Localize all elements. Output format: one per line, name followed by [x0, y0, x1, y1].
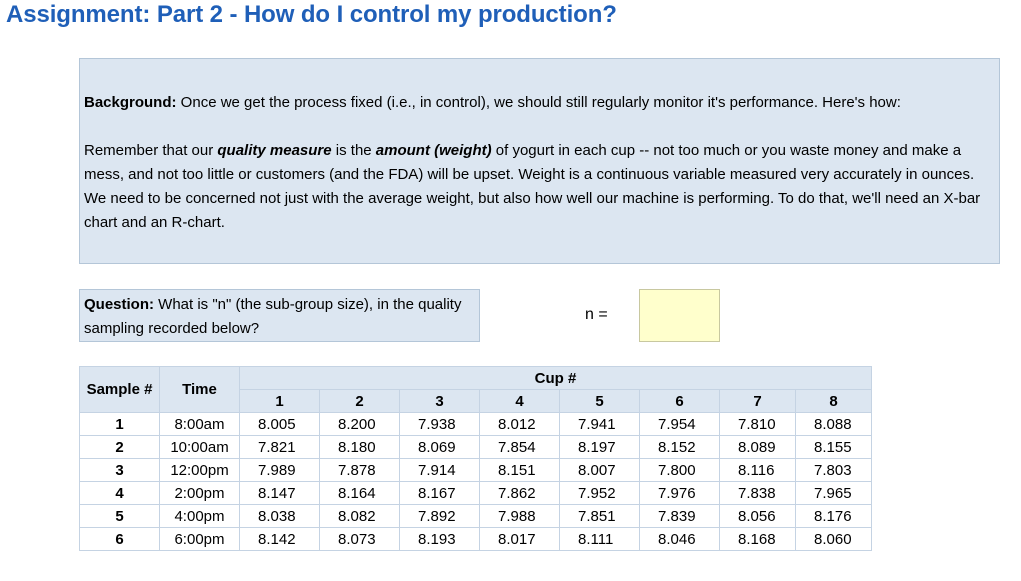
table-row: 1 8:00am 8.005 8.200 7.938 8.012 7.941 7…: [79, 412, 872, 436]
cup-weight: 8.168: [719, 527, 796, 551]
n-label: n =: [585, 306, 608, 323]
cup-number: 2: [319, 389, 400, 413]
cup-weight: 7.878: [319, 458, 400, 482]
sample-time: 2:00pm: [159, 481, 240, 505]
cup-weight: 8.060: [795, 527, 872, 551]
time-header: Time: [159, 366, 240, 413]
sample-time: 8:00am: [159, 412, 240, 436]
cup-weight: 7.976: [639, 481, 720, 505]
cup-weight: 7.839: [639, 504, 720, 528]
page-title: Assignment: Part 2 - How do I control my…: [6, 1, 617, 28]
cup-weight: 8.089: [719, 435, 796, 459]
background-label: Background:: [84, 94, 177, 111]
cup-weight: 8.046: [639, 527, 720, 551]
cup-weight: 8.111: [559, 527, 640, 551]
table-row: 5 4:00pm 8.038 8.082 7.892 7.988 7.851 7…: [79, 504, 872, 528]
cup-weight: 7.810: [719, 412, 796, 436]
cup-weight: 8.056: [719, 504, 796, 528]
cup-weight: 7.892: [399, 504, 480, 528]
sample-number: 6: [79, 527, 160, 551]
cup-weight: 7.803: [795, 458, 872, 482]
sample-time: 4:00pm: [159, 504, 240, 528]
cup-weight: 7.988: [479, 504, 560, 528]
sample-number: 5: [79, 504, 160, 528]
paragraph-text-a: Remember that our: [84, 142, 218, 159]
cup-weight: 7.821: [239, 435, 320, 459]
cup-number: 5: [559, 389, 640, 413]
cup-number: 7: [719, 389, 796, 413]
question-text: What is "n" (the sub-group size), in the…: [84, 296, 462, 337]
cup-weight: 8.176: [795, 504, 872, 528]
cup-weight: 8.197: [559, 435, 640, 459]
cup-number: 3: [399, 389, 480, 413]
cup-weight: 8.200: [319, 412, 400, 436]
cup-number: 1: [239, 389, 320, 413]
cup-number: 6: [639, 389, 720, 413]
background-paragraph: Remember that our quality measure is the…: [84, 139, 996, 235]
sample-number: 3: [79, 458, 160, 482]
n-answer-input[interactable]: [639, 289, 720, 342]
cup-weight: 7.854: [479, 435, 560, 459]
cup-number: 8: [795, 389, 872, 413]
cup-weight: 8.155: [795, 435, 872, 459]
cup-weight: 8.012: [479, 412, 560, 436]
sample-time: 6:00pm: [159, 527, 240, 551]
cup-weight: 8.152: [639, 435, 720, 459]
cup-weight: 8.180: [319, 435, 400, 459]
quality-measure-emphasis: quality measure: [217, 142, 332, 159]
table-row: 3 12:00pm 7.989 7.878 7.914 8.151 8.007 …: [79, 458, 872, 482]
cup-weight: 7.851: [559, 504, 640, 528]
paragraph-text-c: is the: [331, 142, 376, 159]
cup-weight: 7.838: [719, 481, 796, 505]
sample-time: 10:00am: [159, 435, 240, 459]
cup-weight: 7.862: [479, 481, 560, 505]
cup-weight: 8.088: [795, 412, 872, 436]
question-label: Question:: [84, 296, 154, 313]
cup-weight: 7.938: [399, 412, 480, 436]
cup-weight: 8.164: [319, 481, 400, 505]
cup-weight: 8.116: [719, 458, 796, 482]
cup-weight: 7.941: [559, 412, 640, 436]
cup-weight: 8.193: [399, 527, 480, 551]
cup-weight: 8.005: [239, 412, 320, 436]
cup-weight: 8.167: [399, 481, 480, 505]
sample-number: 1: [79, 412, 160, 436]
background-intro: Background: Once we get the process fixe…: [84, 91, 901, 115]
cup-weight: 8.069: [399, 435, 480, 459]
amount-weight-emphasis: amount (weight): [375, 142, 492, 159]
table-row: 2 10:00am 7.821 8.180 8.069 7.854 8.197 …: [79, 435, 872, 459]
cup-number: 4: [479, 389, 560, 413]
cup-weight: 7.954: [639, 412, 720, 436]
cup-weight-table: Sample # Time Cup # 1 2 3 4 5 6 7 8 1 8:…: [79, 366, 872, 551]
question-panel: Question: What is "n" (the sub-group siz…: [79, 289, 480, 342]
cup-weight: 8.038: [239, 504, 320, 528]
cup-weight: 8.082: [319, 504, 400, 528]
cup-weight: 8.073: [319, 527, 400, 551]
cup-header: Cup #: [239, 366, 872, 390]
sample-number: 4: [79, 481, 160, 505]
cup-weight: 7.965: [795, 481, 872, 505]
cup-weight: 8.007: [559, 458, 640, 482]
sample-number: 2: [79, 435, 160, 459]
cup-weight: 7.800: [639, 458, 720, 482]
sample-header: Sample #: [79, 366, 160, 413]
cup-weight: 7.989: [239, 458, 320, 482]
paragraph-text-e: of yogurt in each cup -- not too much or…: [84, 142, 981, 231]
cup-weight: 8.142: [239, 527, 320, 551]
cup-weight: 7.914: [399, 458, 480, 482]
cup-weight: 7.952: [559, 481, 640, 505]
cup-weight: 8.151: [479, 458, 560, 482]
table-row: 6 6:00pm 8.142 8.073 8.193 8.017 8.111 8…: [79, 527, 872, 551]
background-intro-text: Once we get the process fixed (i.e., in …: [176, 94, 901, 111]
table-row: 4 2:00pm 8.147 8.164 8.167 7.862 7.952 7…: [79, 481, 872, 505]
cup-weight: 8.017: [479, 527, 560, 551]
cup-weight: 8.147: [239, 481, 320, 505]
sample-time: 12:00pm: [159, 458, 240, 482]
background-panel: Background: Once we get the process fixe…: [79, 58, 1000, 264]
